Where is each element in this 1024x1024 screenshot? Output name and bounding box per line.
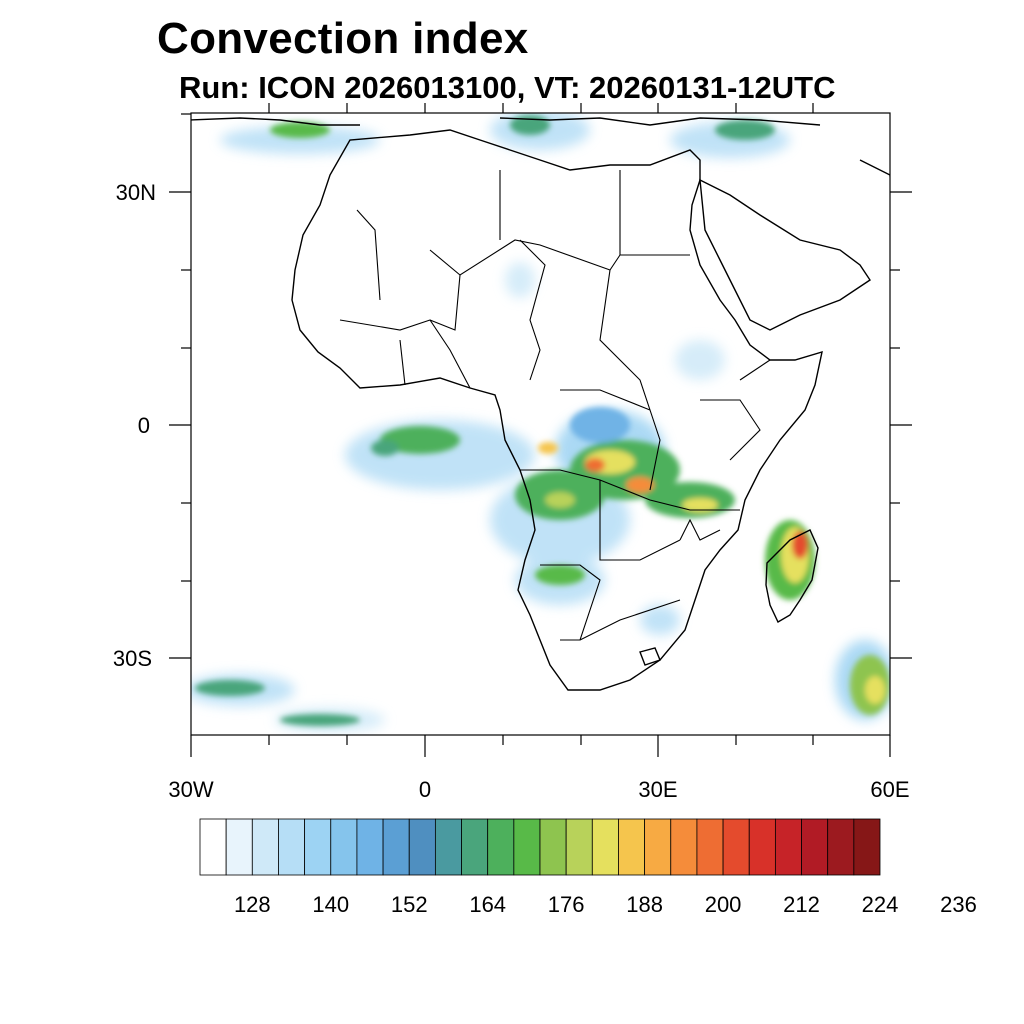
y-label-30s: 30S [113,646,152,671]
colorbar-swatch [251,818,279,876]
colorbar-tick-label: 200 [705,892,742,917]
y-label-0: 0 [138,413,150,438]
colorbar-swatch [618,818,646,876]
colorbar-swatch [434,818,462,876]
colorbar-tick-label: 128 [234,892,271,917]
colorbar-swatch [827,818,855,876]
colorbar-swatch [225,818,253,876]
colorbar-swatch [330,818,358,876]
colorbar-swatch [487,818,515,876]
axis-ticks [169,103,912,757]
colorbar-swatch [801,818,829,876]
colorbar-swatch [696,818,724,876]
x-label-30w: 30W [168,777,213,802]
colorbar-swatch [565,818,593,876]
colorbar-swatch [278,818,306,876]
colorbar-swatch [304,818,332,876]
colorbar-swatch [199,818,227,876]
chart-title: Convection index [157,14,529,63]
colorbar-swatch [591,818,619,876]
colorbar-tick-label: 224 [862,892,899,917]
x-axis-labels: 30W 0 30E 60E [168,777,909,802]
x-label-30e: 30E [638,777,677,802]
colorbar-tick-label: 140 [312,892,349,917]
y-label-30n: 30N [116,180,156,205]
colorbar-swatch [408,818,436,876]
colorbar-swatch [748,818,776,876]
colorbar-labels: 128 140 152 164 176 188 200 212 224 236 [234,892,977,917]
x-label-0: 0 [419,777,431,802]
colorbar-swatch [644,818,672,876]
colorbar-swatch [774,818,802,876]
colorbar-tick-label: 212 [783,892,820,917]
plot-frame [190,112,891,736]
colorbar-swatch [461,818,489,876]
colorbar-tick-label: 188 [626,892,663,917]
convection-field [191,113,890,732]
y-axis-labels: 30N 0 30S [113,180,156,671]
colorbar-swatch [670,818,698,876]
colorbar [199,818,881,876]
colorbar-tick-label: 164 [469,892,506,917]
colorbar-swatch [853,818,881,876]
country-borders [339,170,771,641]
x-label-60e: 60E [870,777,909,802]
colorbar-tick-label: 236 [940,892,977,917]
colorbar-swatch [722,818,750,876]
coastlines [191,117,890,691]
chart-subtitle: Run: ICON 2026013100, VT: 20260131-12UTC [179,70,836,105]
colorbar-swatch [539,818,567,876]
colorbar-tick-label: 176 [548,892,585,917]
colorbar-swatch [356,818,384,876]
colorbar-swatch [513,818,541,876]
colorbar-swatch [382,818,410,876]
colorbar-tick-label: 152 [391,892,428,917]
